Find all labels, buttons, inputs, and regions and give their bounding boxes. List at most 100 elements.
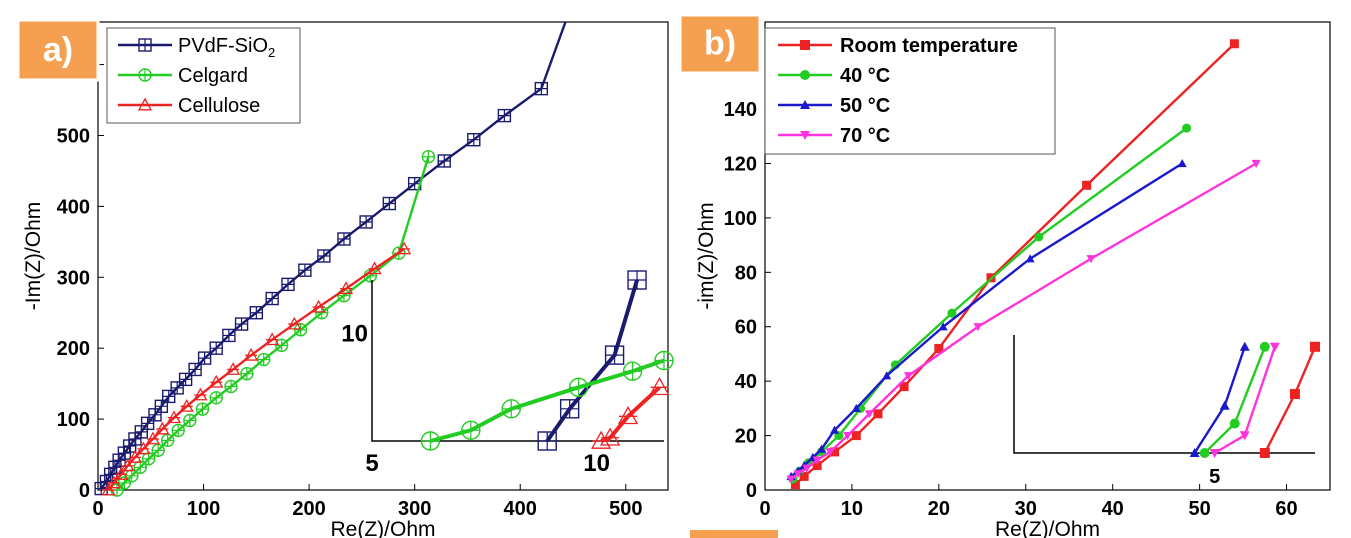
legend-label: 40 °C: [840, 65, 890, 87]
data-point-cross: [275, 339, 288, 352]
data-point: [812, 461, 822, 471]
data-point: [825, 448, 835, 457]
y-tick-label: 100: [57, 409, 90, 431]
inset-series-line: [600, 385, 661, 443]
data-point: [899, 382, 909, 392]
inset-data-point: [1239, 431, 1250, 441]
data-point-cross: [118, 447, 131, 460]
y-tick-label: 80: [735, 262, 757, 284]
inset-data-point-cross: [569, 378, 588, 397]
data-point-cross: [183, 414, 196, 427]
inset-data-point-cross: [461, 421, 480, 440]
y-tick-label: 0: [79, 480, 90, 502]
legend-label: Celgard: [178, 65, 248, 87]
data-point-cross: [161, 434, 174, 447]
data-point-cross: [266, 292, 279, 305]
x-tick-label: 60: [1275, 498, 1297, 520]
legend-marker: [800, 70, 810, 80]
x-axis-label: Re(Z)/Ohm: [331, 518, 436, 538]
series-2: [101, 241, 412, 496]
inset-data-point: [1209, 449, 1220, 458]
inset-x-tick-label: 10: [583, 450, 610, 477]
data-point: [1025, 254, 1035, 263]
x-tick-label: 200: [292, 498, 325, 520]
y-tick-label: 100: [724, 208, 757, 230]
data-point: [830, 425, 840, 434]
inset-series-line: [429, 358, 664, 443]
data-point-cross: [282, 278, 294, 291]
y-tick-label: 300: [57, 267, 90, 289]
y-tick-label: 400: [57, 196, 90, 218]
series-0: [94, 22, 567, 496]
data-point-cross: [142, 452, 155, 465]
data-point: [101, 482, 116, 496]
data-point: [193, 387, 208, 401]
data-point-cross: [337, 232, 350, 245]
data-point: [209, 374, 224, 388]
y-axis-label: -Im(Z)/Ohm: [22, 202, 45, 310]
series-3: [786, 159, 1261, 484]
data-point-cross: [498, 109, 511, 122]
data-point: [903, 372, 913, 381]
data-point: [938, 322, 948, 331]
panel-tag-box: [678, 13, 762, 75]
data-point: [287, 316, 302, 330]
data-point: [1177, 158, 1187, 168]
data-point: [799, 471, 809, 481]
data-point: [120, 458, 135, 472]
data-point-cross: [95, 482, 108, 495]
decorative-tab: [690, 530, 778, 538]
data-point: [843, 431, 853, 441]
data-point-cross: [235, 318, 248, 331]
x-tick-label: 400: [504, 498, 537, 520]
data-point-cross: [294, 323, 307, 336]
data-point-cross: [315, 306, 328, 319]
data-point: [973, 323, 983, 332]
data-point-cross: [162, 390, 175, 403]
data-point-cross: [383, 197, 396, 210]
data-point-cross: [198, 352, 211, 365]
inset-data-point: [1259, 341, 1270, 352]
legend-label: PVdF-SiO2: [178, 35, 275, 60]
legend-box: [764, 27, 1056, 155]
inset-data-point-cross: [502, 399, 521, 418]
inset-data-point: [1239, 341, 1250, 351]
inset-data-point-cross: [538, 432, 557, 450]
legend-marker-cross: [139, 69, 151, 81]
x-tick-label: 0: [759, 498, 770, 520]
data-point: [817, 444, 826, 453]
data-point-cross: [113, 454, 126, 467]
inset-data-point: [617, 405, 639, 425]
data-point-cross: [257, 353, 270, 366]
data-point: [106, 475, 121, 489]
data-point: [127, 450, 143, 463]
data-point-cross: [172, 424, 185, 437]
data-point: [793, 470, 803, 479]
inset-data-point: [1310, 341, 1320, 352]
data-point: [851, 403, 861, 412]
inset-data-point: [1229, 418, 1240, 429]
data-point-cross: [222, 329, 235, 342]
data-point: [136, 441, 151, 455]
inset-x-tick-label: 5: [365, 450, 378, 477]
x-axis-label: Re(Z)/Ohm: [995, 518, 1100, 538]
y-tick-label: 60: [735, 317, 757, 339]
data-point: [338, 281, 354, 295]
series-2: [786, 158, 1187, 480]
x-tick-label: 500: [609, 498, 642, 520]
data-point-cross: [225, 380, 237, 393]
plot-frame: [764, 21, 1331, 491]
data-point-cross: [189, 363, 202, 376]
chart-panel-b: 0102030405060020406080100120140160Re(Z)/…: [678, 13, 1331, 538]
data-point: [1182, 123, 1192, 133]
x-tick-label: 20: [928, 498, 950, 520]
inset-data-point: [591, 430, 612, 449]
data-point: [397, 241, 412, 255]
x-tick-label: 300: [398, 498, 431, 520]
data-point: [873, 409, 883, 419]
inset-data-point-cross: [560, 399, 579, 418]
data-point-cross: [125, 469, 138, 482]
data-point-cross: [100, 475, 113, 488]
legend: Room temperature 40 °C 50 °C 70 °C: [764, 27, 1056, 155]
data-point: [786, 475, 796, 484]
